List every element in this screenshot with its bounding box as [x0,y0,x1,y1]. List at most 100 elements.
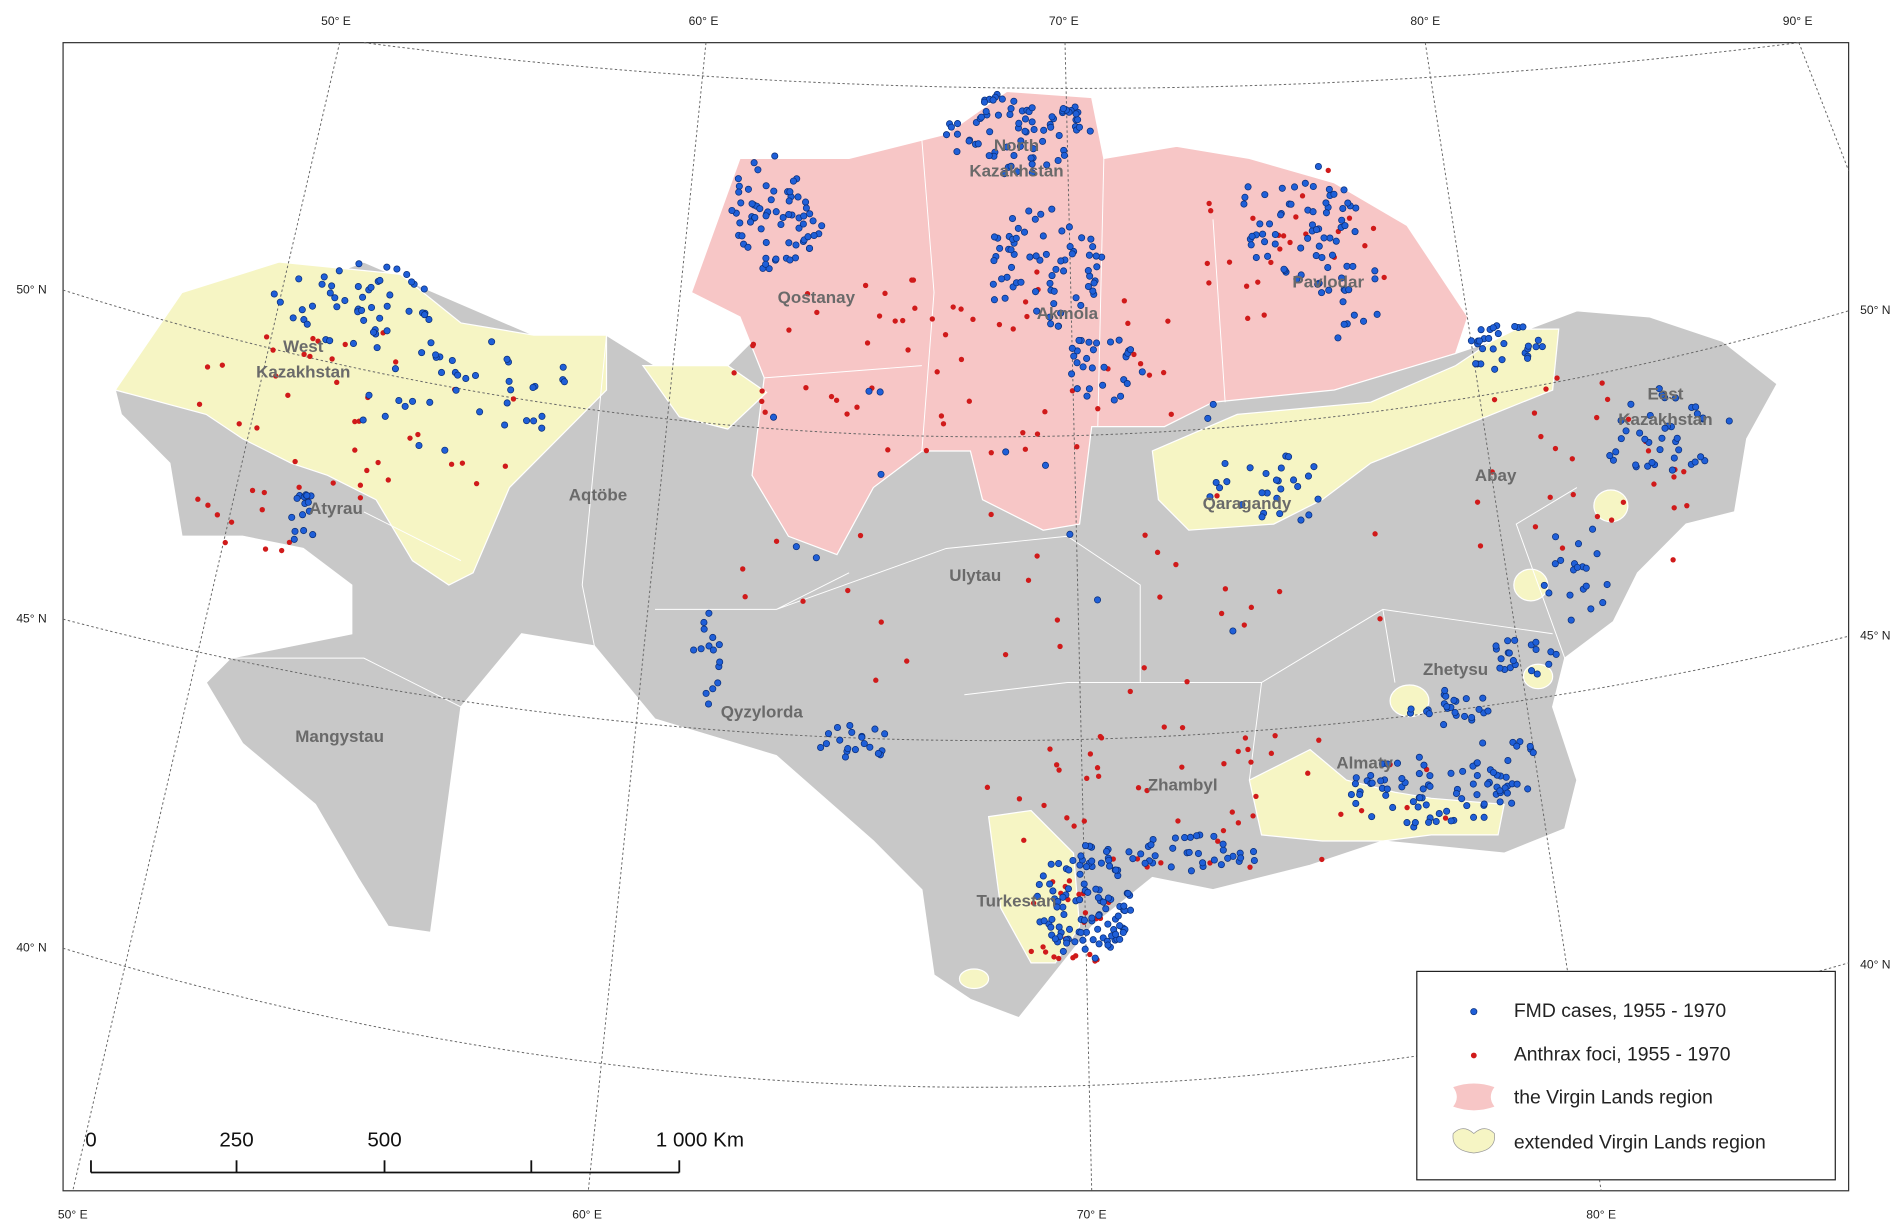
fmd-point [1104,941,1112,949]
anthrax-point [448,461,455,467]
fmd-point [1371,267,1379,275]
anthrax-point [1204,260,1210,267]
anthrax-point [219,362,226,368]
anthrax-point [1160,369,1167,376]
fmd-point [1057,309,1065,317]
anthrax-point [1076,891,1082,898]
fmd-point [1641,435,1649,443]
fmd-point [1326,234,1334,242]
anthrax-point [942,332,949,338]
fmd-point [715,641,723,649]
fmd-point [1060,151,1068,159]
fmd-point [1398,775,1406,783]
fmd-point [1066,243,1074,251]
fmd-point [1509,657,1517,665]
fmd-point [1032,288,1040,296]
anthrax-point [1245,746,1251,753]
fmd-point [762,254,770,262]
anthrax-point [1030,900,1037,906]
anthrax-point [882,290,888,297]
fmd-point [1393,759,1402,767]
fmd-point [954,120,962,128]
fmd-point [1409,798,1417,806]
fmd-point [754,166,762,174]
anthrax-point [1073,953,1079,959]
anthrax-point [1253,793,1259,800]
fmd-point [1384,760,1392,768]
fmd-point [1308,221,1316,229]
anthrax-point [1034,553,1040,559]
fmd-point [1622,427,1630,435]
fmd-point [1250,848,1258,856]
fmd-point [786,188,794,196]
fmd-point [1403,819,1411,827]
fmd-point [762,182,770,190]
fmd-point [1106,338,1115,346]
fmd-point [1538,343,1546,351]
fmd-point [1064,885,1072,893]
fmd-point [454,371,462,379]
fmd-point [1076,896,1084,904]
fmd-point [1426,782,1434,790]
fmd-point [1094,894,1102,902]
region-label: Qyzylorda [721,702,804,721]
fmd-point [806,210,814,218]
anthrax-point [1220,827,1227,834]
anthrax-point [1025,577,1032,583]
fmd-point [1529,749,1537,757]
fmd-point [795,224,803,232]
fmd-point [1540,581,1548,589]
fmd-point [1508,799,1516,807]
fmd-point [785,197,793,205]
anthrax-point [803,385,809,391]
anthrax-point [845,587,851,594]
scale-label: 1 000 Km [656,1128,744,1151]
graticule-label: 50° E [58,1207,88,1221]
fmd-point [866,743,874,751]
anthrax-point [195,496,201,502]
fmd-point [1484,707,1492,715]
fmd-point [293,494,301,502]
fmd-point [1185,848,1193,856]
fmd-point [779,214,787,222]
fmd-point [806,244,814,252]
legend: FMD cases, 1955 - 1970 Anthrax foci, 195… [1416,970,1836,1181]
fmd-point [349,339,357,347]
anthrax-point [1165,318,1171,324]
fmd-point [1589,525,1597,533]
fmd-point [848,728,856,736]
scale-bar: 0 250 500 1 000 Km [85,1128,744,1174]
fmd-point [1017,278,1025,286]
anthrax-point [1095,773,1102,779]
fmd-point [1658,434,1666,442]
fmd-point [1007,105,1015,113]
anthrax-point [1242,735,1249,741]
anthrax-point [1245,315,1251,322]
fmd-point [1532,645,1540,654]
fmd-point [1340,186,1348,194]
fmd-point [1552,650,1560,658]
fmd-point [1484,780,1492,788]
fmd-point [1309,208,1317,216]
graticule-label: 50° N [16,282,46,296]
anthrax-point [357,482,364,488]
fmd-point [986,128,994,136]
fmd-point [1479,345,1487,353]
fmd-point [1210,856,1218,864]
anthrax-point [1377,616,1383,622]
fmd-point [448,356,456,365]
region-label: Zhambyl [1148,776,1218,795]
fmd-point [1083,392,1091,400]
fmd-point [802,198,810,206]
region-label: Ulytau [949,566,1001,585]
anthrax-point [1087,951,1093,958]
fmd-point [1028,104,1036,112]
fmd-point [1489,324,1497,332]
extended-virgin-lands [1389,684,1430,718]
fmd-point [1167,863,1175,871]
fmd-point [989,96,997,104]
fmd-point [1060,267,1068,275]
anthrax-point [742,594,748,600]
fmd-point [1340,320,1348,328]
fmd-point [737,199,745,207]
